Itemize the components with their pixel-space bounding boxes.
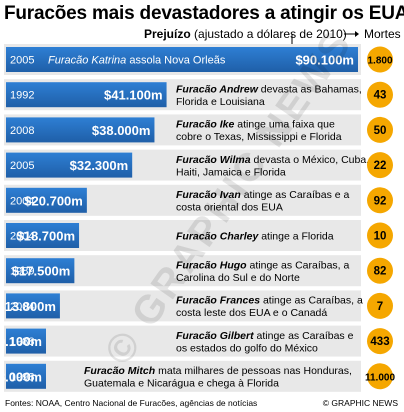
value-label: $10.100m	[0, 334, 42, 349]
value-label: $13.800m	[0, 299, 56, 314]
year-label: 2004	[10, 301, 34, 313]
deaths-circle	[367, 187, 393, 214]
hurricane-description: Furacão Frances atinge as Caraíbas, a cos…	[176, 295, 363, 320]
deaths-circle	[367, 363, 393, 390]
deaths-circle	[367, 116, 393, 143]
deaths-circle	[367, 46, 393, 73]
value-label: $32.300m	[70, 158, 129, 173]
row-background	[4, 290, 361, 322]
value-label: $41.100m	[104, 88, 163, 103]
hurricane-description: Furacão Hugo atinge as Caraíbas, a Caroli…	[176, 259, 350, 284]
year-label: 2008	[10, 125, 34, 137]
year-label: 1989	[10, 266, 34, 278]
source-note: Fontes: NOAA, Centro Nacional de Furacõe…	[5, 398, 258, 408]
bar	[6, 117, 155, 143]
hurricane-description: Furacão Wilma devasta o México, Cuba, Hai…	[176, 154, 369, 179]
header-arrow-head	[355, 31, 359, 37]
bar	[6, 187, 87, 213]
loss-header-note: (ajustado a dólares de 2010)	[194, 27, 347, 41]
hurricane-description: Furacão Katrina assola Nova Orleãs	[48, 55, 226, 67]
value-label: $90.100m	[295, 53, 354, 68]
value-label: $18.700m	[16, 229, 75, 244]
year-label: 2004	[10, 231, 34, 243]
deaths-label: 1.800	[367, 56, 392, 67]
deaths-label: 7	[377, 301, 383, 313]
deaths-label: 82	[374, 266, 387, 278]
deaths-header: Mortes	[364, 27, 401, 41]
deaths-label: 10	[374, 231, 387, 243]
year-label: 2005	[10, 55, 34, 67]
bar	[6, 363, 46, 389]
bar	[6, 293, 60, 319]
bar	[6, 152, 133, 178]
hurricane-description: Furacão Andrew devasta as Bahamas, Florid…	[176, 83, 362, 108]
bar	[6, 223, 80, 248]
value-label: $38.000m	[92, 123, 151, 138]
credit-note: © GRAPHIC NEWS	[322, 398, 398, 408]
deaths-circle	[367, 292, 393, 319]
row-background	[4, 325, 361, 357]
bar	[6, 47, 358, 72]
value-label: $17.500m	[12, 264, 71, 279]
deaths-label: 11.000	[365, 372, 395, 383]
hurricane-description: Furacão Ike atinge uma faixa que cobre o …	[176, 119, 342, 143]
value-label: $20.700m	[24, 193, 83, 208]
year-label: 2005	[10, 160, 34, 172]
deaths-circle	[367, 222, 393, 249]
deaths-label: 43	[374, 90, 387, 102]
row-background	[4, 360, 361, 392]
deaths-circle	[367, 152, 393, 179]
deaths-label: 22	[374, 160, 387, 172]
hurricane-description: Furacão Gilbert atinge as Caraíbas e os e…	[176, 330, 354, 355]
year-label: 1992	[10, 90, 34, 102]
year-label: 2004	[10, 195, 34, 207]
deaths-label: 433	[370, 336, 389, 348]
chart-title: Furacões mais devastadores a atingir os …	[4, 3, 404, 24]
hurricane-description: Furacão Charley atinge a Florida	[176, 231, 334, 243]
deaths-circle	[367, 81, 393, 108]
deaths-circle	[367, 328, 393, 355]
year-label: 1998	[10, 371, 34, 383]
bar	[6, 258, 75, 284]
hurricane-description: Furacão Ivan atinge as Caraíbas e a costa…	[176, 189, 350, 214]
hurricane-description: Furacão Mitch mata milhares de pessoas n…	[84, 365, 352, 390]
deaths-label: 50	[374, 125, 387, 137]
loss-header-label: Prejuízo	[144, 27, 191, 41]
bar	[6, 82, 167, 108]
loss-header: Prejuízo (ajustado a dólares de 2010)	[144, 27, 347, 41]
deaths-label: 92	[374, 195, 387, 207]
deaths-circle	[367, 257, 393, 284]
value-label: $8.000m	[0, 369, 42, 384]
year-label: 1988	[10, 336, 34, 348]
bar	[6, 328, 46, 354]
